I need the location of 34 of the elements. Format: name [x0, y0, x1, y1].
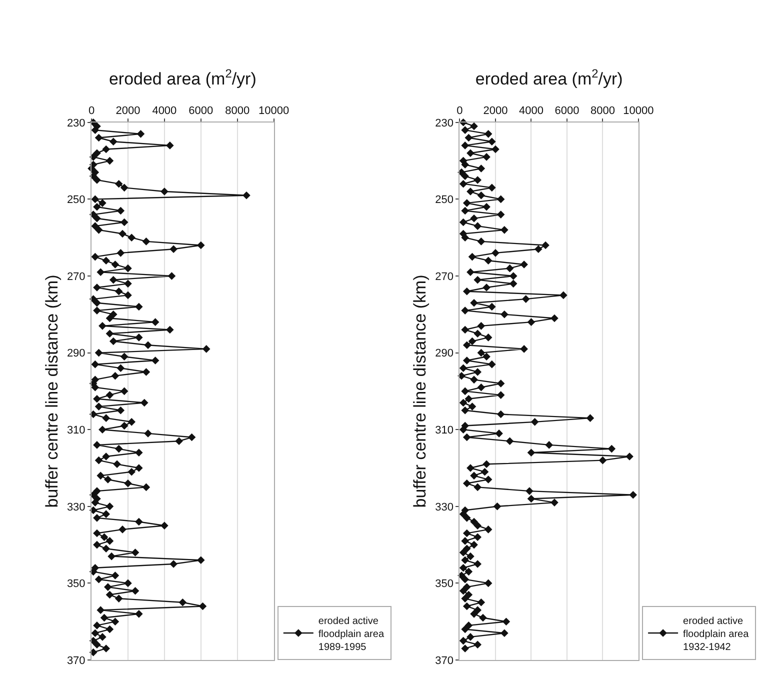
y-axis-title: buffer centre line distance (km)	[42, 274, 62, 508]
y-tick-label: 370	[435, 654, 454, 667]
x-tick-label: 10000	[623, 105, 654, 117]
x-tick-label: 0	[456, 105, 463, 117]
x-tick-label: 10000	[258, 105, 290, 117]
legend-label: eroded active floodplain area 1989-1995	[318, 616, 384, 653]
y-tick-label: 310	[435, 424, 454, 436]
x-tick-label: 4000	[152, 105, 177, 117]
legend-label: eroded active floodplain area 1932-1942	[683, 616, 750, 653]
y-tick-label: 290	[66, 348, 86, 360]
x-tick-label: 8000	[590, 105, 615, 117]
x-axis-title: eroded area (m$^{2}$/yr)	[108, 66, 256, 89]
x-tick-label: 0	[88, 105, 95, 117]
y-tick-label: 270	[66, 270, 86, 283]
x-tick-label: 4000	[518, 105, 544, 117]
y-tick-label: 230	[66, 117, 86, 130]
y-axis-title: buffer centre line distance (km)	[410, 274, 430, 508]
x-tick-label: 6000	[188, 105, 214, 117]
y-tick-label: 330	[66, 501, 86, 514]
y-tick-label: 350	[66, 578, 86, 590]
y-tick-label: 250	[66, 194, 86, 206]
y-tick-label: 270	[435, 270, 454, 283]
y-tick-label: 330	[435, 501, 454, 514]
y-tick-label: 290	[435, 348, 454, 360]
y-tick-label: 310	[66, 424, 86, 436]
y-tick-label: 370	[66, 654, 86, 667]
y-tick-label: 250	[435, 194, 454, 206]
y-tick-label: 350	[435, 578, 454, 590]
x-tick-label: 2000	[483, 105, 508, 117]
x-tick-label: 6000	[554, 105, 580, 117]
x-tick-label: 2000	[116, 105, 140, 117]
x-axis-title: eroded area (m$^{2}$/yr)	[475, 66, 623, 89]
x-tick-label: 8000	[225, 105, 250, 117]
y-tick-label: 230	[435, 117, 454, 130]
